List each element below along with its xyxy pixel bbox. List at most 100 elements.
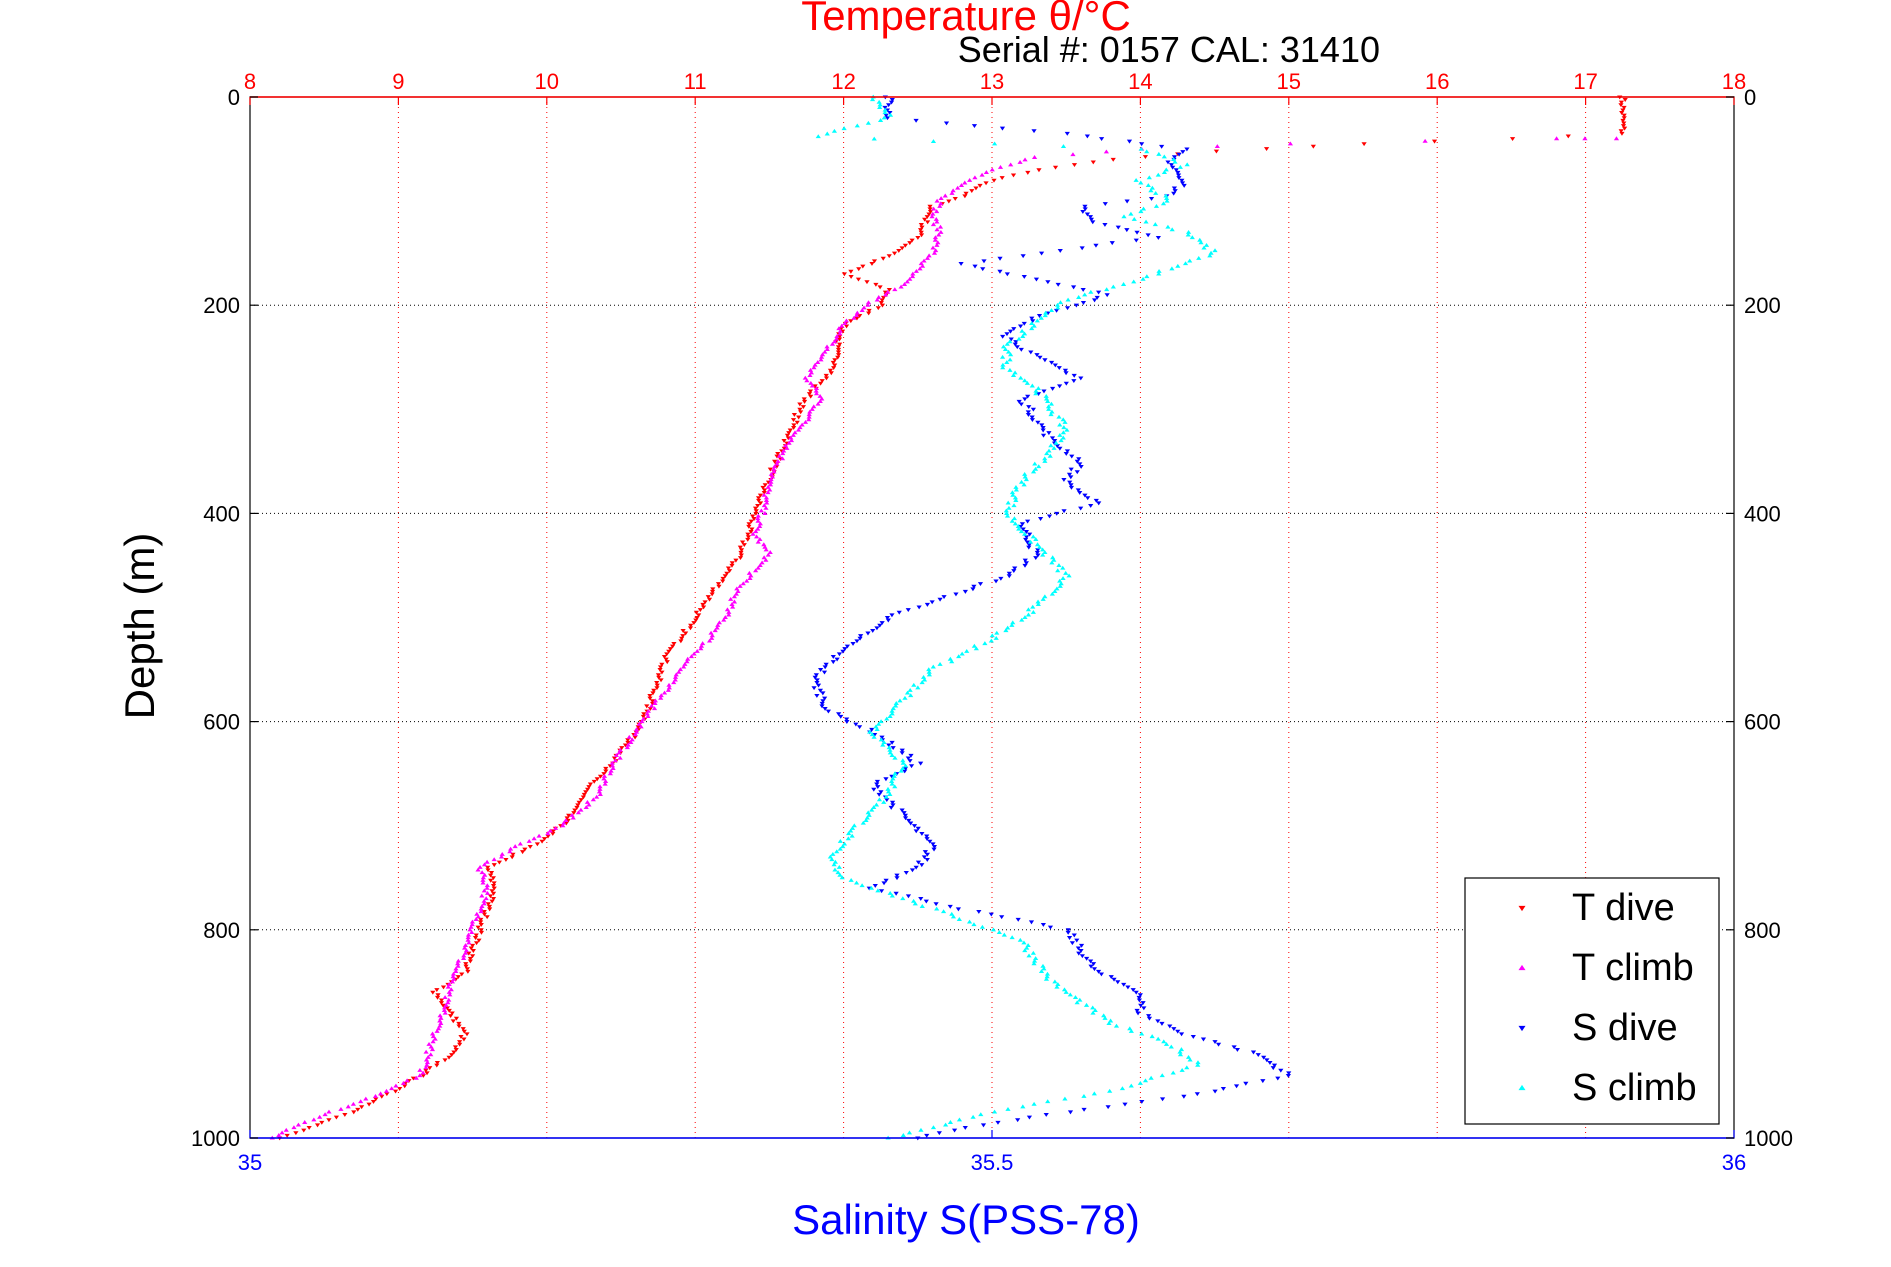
data-point xyxy=(1061,425,1067,430)
data-point xyxy=(918,1127,924,1132)
data-point xyxy=(1231,1045,1237,1050)
data-point xyxy=(788,438,795,443)
data-point xyxy=(767,482,774,487)
data-point xyxy=(757,563,763,568)
data-point xyxy=(1167,1024,1173,1029)
data-point xyxy=(484,885,490,890)
data-point xyxy=(802,375,808,380)
data-point xyxy=(908,821,914,826)
data-point xyxy=(475,867,481,872)
data-point xyxy=(964,648,970,653)
legend-label: T dive xyxy=(1572,887,1675,929)
data-point xyxy=(930,211,936,216)
data-point xyxy=(350,1101,356,1106)
data-point xyxy=(693,610,699,615)
data-point xyxy=(776,453,782,458)
data-point xyxy=(853,722,859,727)
data-point xyxy=(1165,224,1171,229)
data-point xyxy=(844,717,850,722)
data-point xyxy=(613,753,620,757)
data-point xyxy=(1275,1076,1281,1081)
data-point xyxy=(833,336,840,341)
data-point xyxy=(609,760,615,765)
data-point xyxy=(490,891,497,896)
data-point xyxy=(726,609,732,614)
data-point xyxy=(780,451,786,456)
data-point xyxy=(664,652,670,657)
data-point xyxy=(831,366,837,370)
data-point xyxy=(956,917,962,921)
data-point xyxy=(1005,1107,1011,1111)
data-point xyxy=(509,855,515,860)
data-point xyxy=(771,469,777,474)
data-point xyxy=(498,854,505,859)
data-point xyxy=(817,688,823,693)
data-point xyxy=(1066,573,1072,578)
data-point xyxy=(1030,604,1036,609)
data-point xyxy=(1042,459,1048,463)
data-point xyxy=(886,743,892,748)
data-point xyxy=(977,183,983,188)
data-point xyxy=(1077,491,1083,495)
data-point xyxy=(918,233,925,238)
data-point xyxy=(1264,1058,1270,1063)
data-point xyxy=(616,750,622,755)
data-point xyxy=(1190,1034,1196,1039)
data-point xyxy=(1215,1042,1222,1047)
data-point xyxy=(547,828,553,833)
data-point xyxy=(450,1019,456,1024)
data-point xyxy=(1168,1044,1174,1049)
data-point xyxy=(767,467,773,472)
data-point xyxy=(1062,368,1069,373)
data-point xyxy=(463,948,470,953)
data-point xyxy=(880,295,887,300)
data-point xyxy=(842,321,848,325)
data-point xyxy=(372,1094,379,1098)
data-point xyxy=(796,415,802,420)
data-point xyxy=(942,193,948,198)
data-point xyxy=(466,951,472,956)
data-point xyxy=(1081,1094,1087,1098)
data-point xyxy=(751,517,757,521)
data-point xyxy=(761,492,767,497)
data-point xyxy=(1155,1036,1161,1041)
data-point xyxy=(771,466,777,471)
data-point xyxy=(597,784,603,789)
data-point xyxy=(484,859,490,864)
data-point xyxy=(1102,1015,1108,1020)
data-point xyxy=(1072,995,1079,1000)
data-point xyxy=(1102,202,1108,207)
data-point xyxy=(1046,431,1052,436)
data-point xyxy=(913,865,919,870)
data-point xyxy=(875,306,881,311)
data-point xyxy=(1033,537,1039,541)
data-point xyxy=(1200,1037,1207,1042)
data-point xyxy=(924,857,930,862)
depth-axis-label: Depth (m) xyxy=(116,533,163,720)
data-point xyxy=(428,1052,434,1057)
data-point xyxy=(455,958,461,963)
data-point xyxy=(716,620,722,625)
data-point xyxy=(1074,938,1080,943)
data-point xyxy=(722,615,728,620)
data-point xyxy=(1004,272,1010,277)
data-point xyxy=(607,771,613,776)
data-point xyxy=(988,638,994,643)
data-point xyxy=(738,553,744,558)
data-point xyxy=(1234,1047,1241,1052)
data-point xyxy=(417,1073,423,1078)
data-point xyxy=(893,891,899,896)
data-point xyxy=(1042,594,1048,599)
data-point xyxy=(1056,414,1062,419)
data-point xyxy=(1184,162,1190,167)
data-point xyxy=(1148,188,1154,193)
data-point xyxy=(571,811,577,816)
data-point xyxy=(561,820,567,825)
data-point xyxy=(284,1133,290,1138)
data-point xyxy=(930,1125,937,1130)
data-point xyxy=(959,651,965,656)
data-point xyxy=(572,808,578,813)
data-point xyxy=(943,1122,949,1127)
data-point xyxy=(907,688,913,692)
data-point xyxy=(438,1021,444,1026)
